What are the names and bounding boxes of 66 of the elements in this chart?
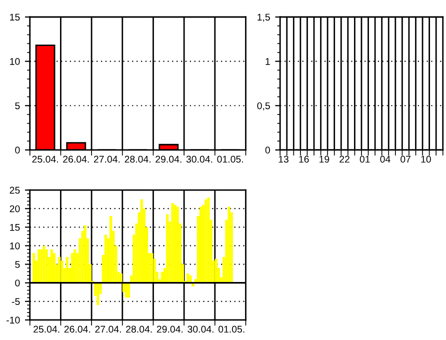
y-tick-label: -5 xyxy=(12,298,20,306)
y-tick-label: 25 xyxy=(10,186,20,194)
x-tick-label: 01.05. xyxy=(218,326,244,333)
y-tick-label: 5 xyxy=(15,102,20,110)
bar xyxy=(84,225,86,283)
x-tick-label: 01.05. xyxy=(217,156,243,163)
x-tick-label: 26.04. xyxy=(64,326,90,333)
bar xyxy=(174,204,176,283)
bar xyxy=(207,197,210,283)
bar xyxy=(53,253,56,283)
bar xyxy=(38,249,40,283)
x-tick-label: 27.04. xyxy=(95,326,121,333)
y-tick-label: -10 xyxy=(6,316,20,324)
y-tick-label: 1 xyxy=(266,58,270,65)
bar xyxy=(96,282,100,306)
bar xyxy=(176,206,179,283)
bar xyxy=(74,249,76,283)
y-tick-label: 0 xyxy=(15,280,20,286)
bar xyxy=(228,206,230,283)
x-tick-label: 30.04. xyxy=(188,326,214,333)
bar xyxy=(66,256,68,283)
bar xyxy=(128,282,130,298)
x-tick-label: 04 xyxy=(380,156,390,163)
x-tick-label: 10 xyxy=(421,156,431,163)
y-tick-label: 10 xyxy=(10,242,20,250)
bar xyxy=(166,214,169,283)
x-tick-label: 25.04. xyxy=(34,326,60,333)
bar xyxy=(214,258,218,283)
bar xyxy=(124,282,128,298)
bar xyxy=(204,199,208,283)
x-tick-label: 19 xyxy=(320,156,330,163)
y-tick-label: 15 xyxy=(10,14,20,21)
bar xyxy=(42,246,46,283)
x-tick-label: 29.04. xyxy=(156,326,183,333)
bar xyxy=(140,199,143,283)
y-tick-label: 10 xyxy=(10,58,20,65)
x-tick-label: 29.04. xyxy=(156,156,182,163)
bar xyxy=(40,249,43,283)
bar xyxy=(150,253,154,283)
x-tick-label: 22 xyxy=(340,156,350,163)
x-tick-label: 25.04. xyxy=(32,156,58,163)
x-tick-label: 07 xyxy=(400,156,410,163)
bar xyxy=(171,203,174,283)
x-tick-label: 28.04. xyxy=(126,326,152,333)
bar xyxy=(45,249,48,283)
bar xyxy=(71,253,74,283)
x-tick-label: 30.04. xyxy=(186,156,212,163)
bar xyxy=(60,260,64,283)
x-tick-label: 27.04. xyxy=(94,156,120,163)
y-tick-label: 5 xyxy=(15,261,20,268)
y-tick-label: 0 xyxy=(15,146,20,154)
y-tick-label: 0,5 xyxy=(257,102,270,110)
y-tick-label: 15 xyxy=(10,224,20,231)
y-tick-label: 1,5 xyxy=(258,14,270,22)
bar xyxy=(104,234,107,283)
y-tick-label: 20 xyxy=(10,205,20,212)
x-tick-label: 13 xyxy=(278,156,288,163)
x-tick-label: 26.04. xyxy=(63,156,89,163)
bar xyxy=(58,256,61,283)
bar xyxy=(110,216,112,283)
bar xyxy=(32,253,36,283)
x-tick-label: 16 xyxy=(299,156,309,163)
x-tick-label: 01 xyxy=(360,156,370,163)
bar xyxy=(160,272,164,283)
x-tick-label: 28.04. xyxy=(124,156,150,163)
y-tick-label: 0 xyxy=(265,146,270,154)
